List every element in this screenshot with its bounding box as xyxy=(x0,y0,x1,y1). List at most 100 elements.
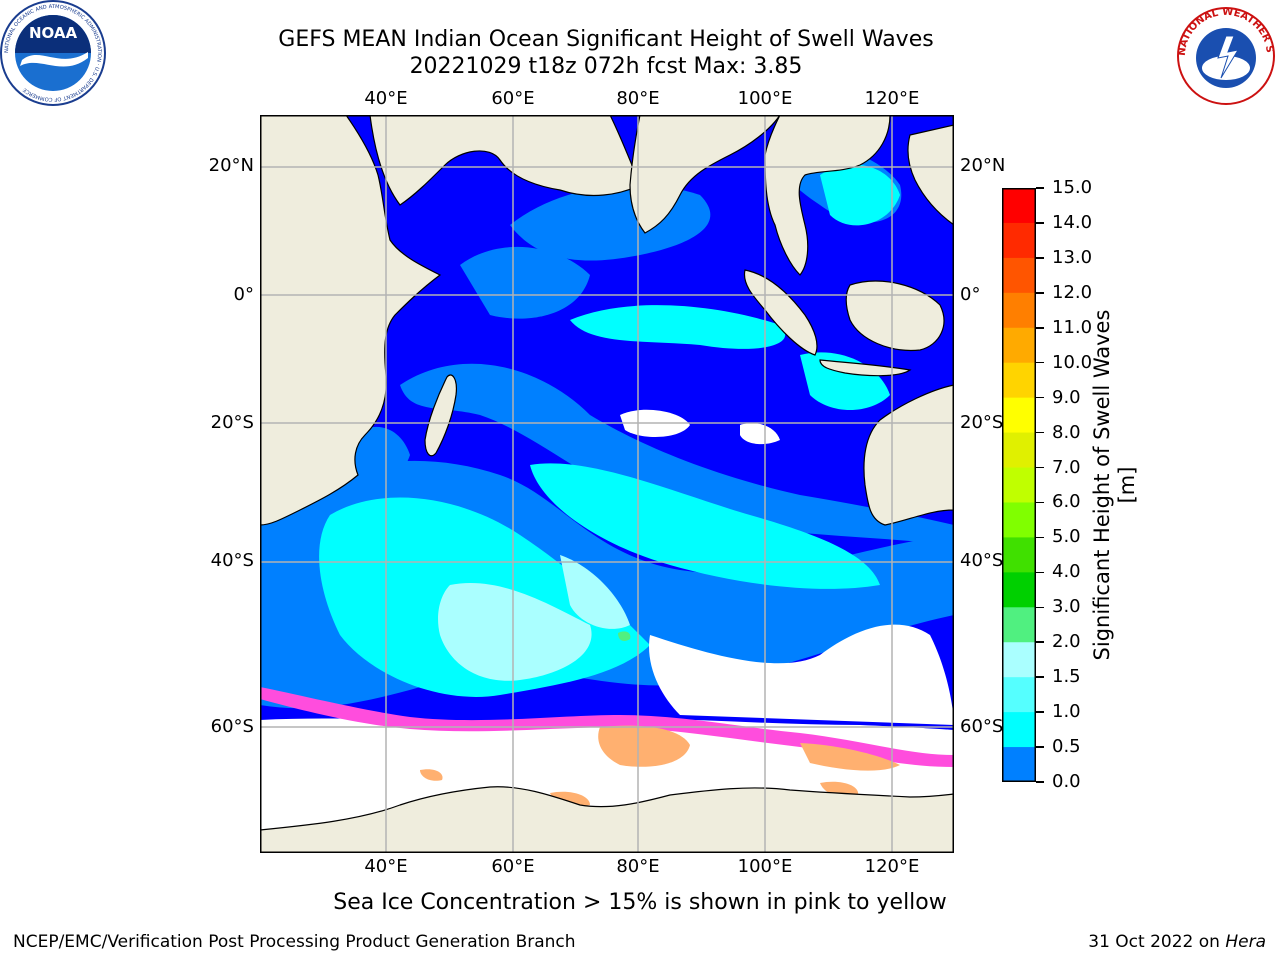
lon-label-top-100e: 100°E xyxy=(737,88,793,109)
colorbar-tick-label: 9.0 xyxy=(1052,386,1081,408)
lon-label-bottom-100e: 100°E xyxy=(737,856,793,877)
swell-band-1-5e xyxy=(820,164,900,226)
lat-label-left-20n: 20°N xyxy=(208,155,254,176)
land-india xyxy=(629,115,781,234)
swell-height-map xyxy=(260,115,954,853)
colorbar xyxy=(1002,188,1036,782)
colorbar-label: Significant Height of Swell Waves [m] xyxy=(1090,309,1139,661)
swell-band-2-0b xyxy=(560,555,630,629)
lat-label-right-20s: 20°S xyxy=(960,412,1004,433)
colorbar-tick-label: 0.0 xyxy=(1052,771,1081,792)
sea-ice-orange-1 xyxy=(598,725,690,767)
colorbar-tick-label: 5.0 xyxy=(1052,526,1081,548)
footer-date-text: 31 Oct 2022 on xyxy=(1088,932,1226,952)
colorbar-tick-mark xyxy=(1036,361,1044,364)
colorbar-tick-label: 4.0 xyxy=(1052,561,1081,583)
sea-ice-orange-5 xyxy=(420,769,443,781)
lon-label-bottom-120e: 120°E xyxy=(864,856,920,877)
colorbar-segment xyxy=(1002,397,1036,434)
colorbar-tick-label: 7.0 xyxy=(1052,456,1081,478)
colorbar-segment xyxy=(1002,642,1036,678)
colorbar-segment xyxy=(1002,537,1036,573)
colorbar-tick-mark xyxy=(1036,187,1044,189)
colorbar-tick-mark xyxy=(1036,431,1044,434)
nws-logo: NATIONAL WEATHER SERVICE xyxy=(1176,6,1275,105)
colorbar-tick-label: 15.0 xyxy=(1052,177,1093,198)
colorbar-segment xyxy=(1002,362,1036,399)
colorbar-tick-label: 3.0 xyxy=(1052,596,1081,618)
swell-band-2-0 xyxy=(438,583,592,681)
footer-host: Hera xyxy=(1225,932,1266,952)
colorbar-tick-mark xyxy=(1036,466,1044,469)
colorbar-segment xyxy=(1002,712,1036,748)
lat-label-right-0: 0° xyxy=(960,284,981,305)
map-border xyxy=(260,115,954,853)
colorbar-tick-mark xyxy=(1036,746,1044,748)
land-philippines xyxy=(907,124,954,226)
lat-label-left-20s: 20°S xyxy=(210,412,254,433)
colorbar-tick-mark xyxy=(1036,222,1044,224)
land-madagascar xyxy=(424,374,457,457)
no-data-zone-center-2 xyxy=(740,423,780,445)
land-java xyxy=(819,359,912,377)
lat-label-left-40s: 40°S xyxy=(210,550,254,571)
lon-label-bottom-40e: 40°E xyxy=(364,856,408,877)
swell-band-1-5c xyxy=(570,305,786,349)
sea-ice-orange-2 xyxy=(800,743,900,771)
colorbar-tick-mark xyxy=(1036,676,1044,678)
colorbar-tick-label: 11.0 xyxy=(1052,316,1093,338)
colorbar-tick-label: 12.0 xyxy=(1052,281,1093,303)
gridlines xyxy=(260,115,954,853)
colorbar-tick-mark xyxy=(1036,606,1044,609)
lon-label-top-60e: 60°E xyxy=(491,88,535,109)
swell-band-1-5b xyxy=(530,463,880,589)
lat-label-left-60s: 60°S xyxy=(210,716,254,737)
swell-band-3-0 xyxy=(618,631,631,641)
colorbar-tick-label: 0.5 xyxy=(1052,736,1081,758)
colorbar-segment xyxy=(1002,222,1036,259)
colorbar-segment xyxy=(1002,432,1036,469)
colorbar-segment xyxy=(1002,467,1036,503)
no-data-zone-south xyxy=(649,624,954,725)
colorbar-tick-mark xyxy=(1036,327,1044,329)
colorbar-segment xyxy=(1002,607,1036,643)
lat-label-left-0: 0° xyxy=(233,284,254,305)
noaa-logo: NOAA NATIONAL OCEANIC AND ATMOSPHERIC AD… xyxy=(0,0,106,106)
sea-ice-note: Sea Ice Concentration > 15% is shown in … xyxy=(333,890,947,915)
colorbar-tick-mark xyxy=(1036,641,1044,643)
colorbar-segment xyxy=(1002,188,1036,224)
colorbar-tick-label: 8.0 xyxy=(1052,421,1081,443)
colorbar-segment xyxy=(1002,292,1036,329)
colorbar-segment xyxy=(1002,572,1036,608)
colorbar-tick-mark xyxy=(1036,781,1044,783)
colorbar-tick-mark xyxy=(1036,711,1044,713)
swell-band-1-0b xyxy=(400,363,954,545)
footer-date: 31 Oct 2022 on Hera xyxy=(1088,932,1266,952)
colorbar-tick-label: 14.0 xyxy=(1052,211,1093,233)
colorbar-tick-label: 6.0 xyxy=(1052,491,1081,513)
colorbar-segment xyxy=(1002,677,1036,713)
colorbar-tick-label: 2.0 xyxy=(1052,631,1081,653)
lat-label-right-40s: 40°S xyxy=(960,550,1004,571)
lon-label-top-120e: 120°E xyxy=(864,88,920,109)
colorbar-segment xyxy=(1002,327,1036,364)
land-antarctica xyxy=(260,786,954,853)
colorbar-segment xyxy=(1002,502,1036,538)
noaa-logo-text: NOAA xyxy=(29,24,78,42)
colorbar-tick-mark xyxy=(1036,396,1044,399)
colorbar-tick-mark xyxy=(1036,292,1044,294)
chart-title: GEFS MEAN Indian Ocean Significant Heigh… xyxy=(278,27,934,52)
colorbar-tick-label: 1.5 xyxy=(1052,666,1081,688)
colorbar-tick-mark xyxy=(1036,536,1044,539)
colorbar-tick-label: 13.0 xyxy=(1052,246,1093,268)
colorbar-tick-label: 1.0 xyxy=(1052,701,1081,723)
land-borneo xyxy=(845,280,945,352)
colorbar-border xyxy=(1002,188,1036,782)
lon-label-bottom-60e: 60°E xyxy=(491,856,535,877)
lat-label-right-20n: 20°N xyxy=(960,155,1006,176)
lat-label-right-60s: 60°S xyxy=(960,716,1004,737)
lon-label-top-40e: 40°E xyxy=(364,88,408,109)
lon-label-top-80e: 80°E xyxy=(616,88,660,109)
colorbar-segment xyxy=(1002,747,1036,782)
colorbar-tick-mark xyxy=(1036,257,1044,259)
